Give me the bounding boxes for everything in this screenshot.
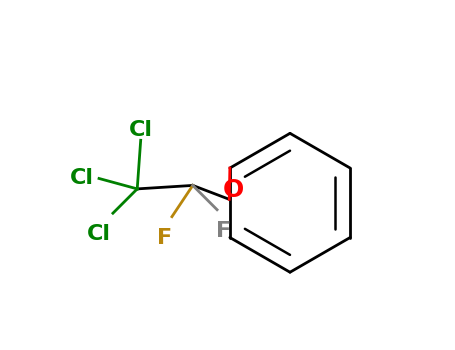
Text: O: O xyxy=(223,177,244,202)
Text: Cl: Cl xyxy=(87,224,111,244)
Text: F: F xyxy=(157,228,172,247)
Text: F: F xyxy=(217,220,232,240)
Text: Cl: Cl xyxy=(129,120,153,140)
Text: Cl: Cl xyxy=(70,168,94,188)
